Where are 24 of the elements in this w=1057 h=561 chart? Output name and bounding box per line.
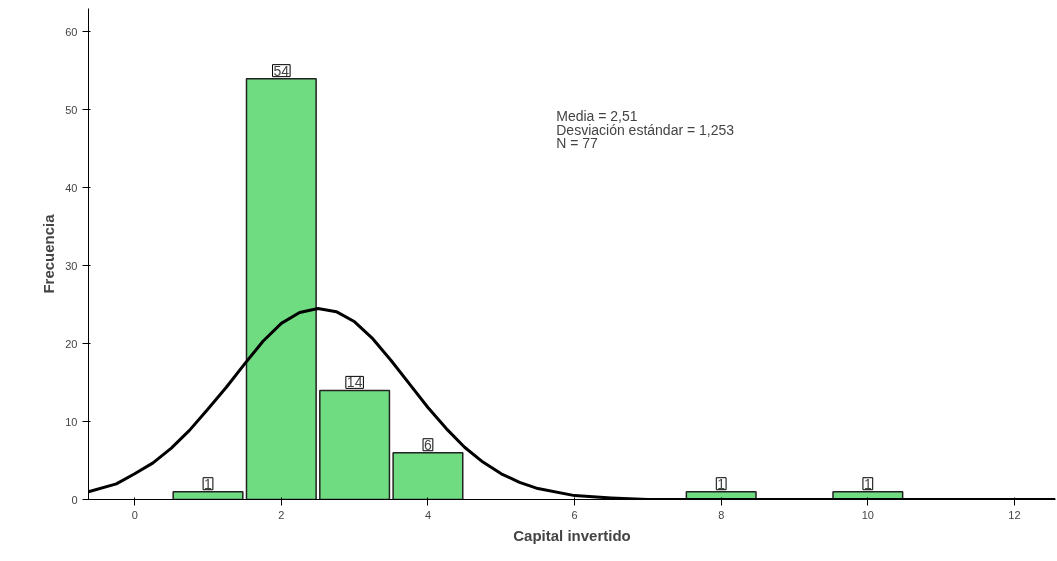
x-tick-label: 6 <box>571 508 578 521</box>
x-tick-label: 4 <box>424 508 432 521</box>
annotation: N = 77 <box>556 135 599 152</box>
x-tick-label: 2 <box>278 508 285 521</box>
y-tick-label: 60 <box>65 25 78 38</box>
data-label: 1 <box>863 475 872 492</box>
annotation: Media = 2,51 <box>556 108 638 125</box>
data-label: 6 <box>424 436 433 453</box>
x-tick-label: 0 <box>131 508 138 521</box>
data-label: 54 <box>273 62 290 79</box>
x-axis-title: Capital invertido <box>513 526 631 544</box>
y-tick-label: 0 <box>71 493 78 506</box>
data-label: 1 <box>717 475 726 492</box>
x-tick-label: 12 <box>1008 508 1021 521</box>
y-axis-title: Frecuencia <box>40 213 58 294</box>
data-label: 1 <box>204 475 213 492</box>
y-tick-label: 40 <box>65 181 78 194</box>
x-tick-label: 10 <box>861 508 874 521</box>
y-tick-label: 50 <box>65 103 78 116</box>
x-tick-label: 8 <box>718 508 725 521</box>
y-tick-label: 30 <box>65 259 78 272</box>
data-label: 14 <box>346 374 363 391</box>
y-tick-label: 20 <box>65 337 78 350</box>
y-tick-label: 10 <box>65 415 78 428</box>
